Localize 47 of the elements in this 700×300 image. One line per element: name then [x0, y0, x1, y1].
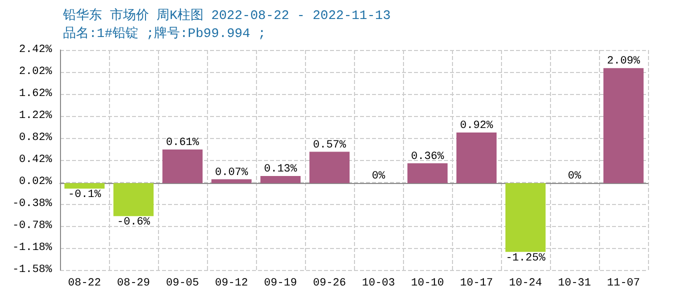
x-tick-label: 08-22: [68, 278, 102, 290]
x-tick-label: 10-10: [410, 278, 444, 290]
y-tick-label: 2.02%: [18, 66, 52, 78]
data-label: -0.6%: [116, 216, 150, 229]
bar: [407, 163, 448, 184]
x-tick-label: 10-24: [508, 278, 542, 290]
bar: [456, 132, 497, 184]
x-tick-label: 10-17: [460, 278, 494, 290]
data-label: 0.61%: [166, 137, 200, 150]
data-label: 2.09%: [606, 56, 640, 68]
chart-subtitle: 品名:1#铅锭 ;牌号:Pb99.994 ;: [63, 26, 266, 41]
data-label: 0.07%: [214, 166, 248, 179]
x-tick-label: 10-03: [362, 278, 396, 290]
data-label: 0%: [568, 170, 582, 183]
y-tick-label: 2.42%: [18, 44, 52, 56]
bar: [309, 152, 350, 184]
y-tick-label: -0.38%: [12, 198, 52, 210]
x-tick-label: 09-19: [264, 278, 298, 290]
bar: [64, 183, 105, 189]
data-label: -0.1%: [68, 189, 102, 202]
bar: [505, 183, 546, 252]
x-tick-label: 10-31: [558, 278, 592, 290]
y-tick-label: 0.42%: [18, 154, 52, 166]
bar: [603, 68, 644, 184]
x-tick-label: 09-26: [312, 278, 346, 290]
y-tick-label: 1.22%: [18, 110, 52, 122]
y-tick-label: 0.02%: [18, 176, 52, 188]
y-tick-label: 1.62%: [18, 88, 52, 100]
bar: [113, 183, 154, 216]
chart-title: 铅华东 市场价 周K柱图 2022-08-22 - 2022-11-13: [62, 8, 391, 23]
y-tick-label: -1.58%: [12, 264, 52, 276]
data-label: -1.25%: [506, 252, 546, 264]
data-label: 0.13%: [264, 163, 298, 176]
x-tick-label: 08-29: [116, 278, 150, 290]
bar: [211, 179, 252, 184]
bar: [162, 150, 203, 184]
y-tick-label: -1.18%: [12, 242, 52, 254]
x-tick-label: 09-05: [166, 278, 200, 290]
data-label: 0.92%: [460, 120, 494, 132]
bar: [260, 176, 301, 184]
data-label: 0.36%: [410, 150, 444, 163]
data-label: 0%: [372, 170, 386, 183]
x-tick-label: 11-07: [606, 278, 640, 290]
data-label: 0.57%: [312, 139, 346, 152]
y-tick-label: -0.78%: [12, 220, 52, 232]
x-tick-label: 09-12: [214, 278, 248, 290]
y-tick-label: 0.82%: [18, 132, 52, 144]
